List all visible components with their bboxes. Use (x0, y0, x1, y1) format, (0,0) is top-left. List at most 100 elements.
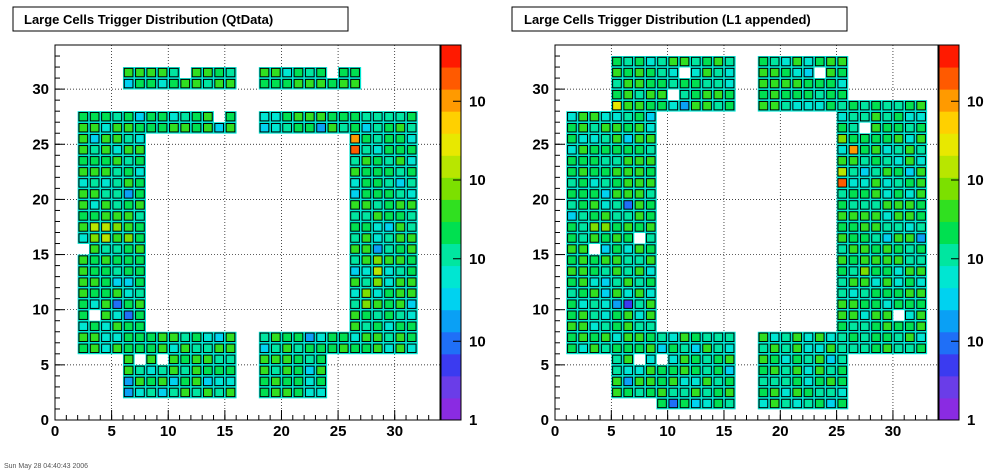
heatmap-cell (634, 310, 645, 320)
heatmap-cell (123, 255, 134, 265)
heatmap-cell (916, 321, 926, 331)
heatmap-cell (871, 244, 881, 254)
heatmap-cell (112, 233, 123, 243)
heatmap-cell (214, 354, 225, 365)
heatmap-cell (567, 343, 577, 354)
heatmap-cell (78, 167, 89, 177)
heatmap-cell (123, 134, 134, 144)
heatmap-cell (758, 56, 769, 67)
heatmap-cell (567, 288, 577, 298)
heatmap-cell (623, 200, 634, 210)
heatmap-cell (781, 89, 791, 100)
color-scale-band (441, 243, 461, 267)
heatmap-cell (657, 100, 667, 111)
heatmap-cell (567, 178, 577, 188)
color-scale-band (939, 397, 959, 421)
color-scale-band (939, 243, 959, 267)
heatmap-cell (304, 78, 315, 89)
heatmap-cell (645, 200, 656, 210)
heatmap-cell (645, 266, 656, 276)
z-tick-label: 10 (469, 172, 486, 189)
heatmap-cell (848, 156, 859, 166)
heatmap-cell (578, 111, 588, 122)
heatmap-cell (406, 244, 417, 254)
color-scale-band (441, 89, 461, 112)
heatmap-cell (384, 189, 394, 199)
heatmap-cell (612, 354, 622, 365)
heatmap-cell (78, 156, 89, 166)
heatmap-cell (634, 343, 645, 354)
heatmap-cell (157, 387, 168, 398)
heatmap-cell (135, 277, 145, 287)
heatmap-cell (792, 398, 803, 409)
y-tick-label: 25 (32, 136, 49, 153)
z-tick-label: 1 (469, 412, 477, 429)
heatmap-cell (612, 211, 622, 221)
heatmap-cell (769, 354, 780, 365)
heatmap-cell (350, 167, 360, 177)
heatmap-cell (871, 167, 881, 177)
heatmap-cell (384, 321, 394, 331)
heatmap-cell (112, 111, 123, 122)
heatmap-cell (316, 343, 326, 354)
heatmap-cell (406, 299, 417, 309)
heatmap-cell (78, 200, 89, 210)
heatmap-cell (135, 376, 145, 387)
heatmap-cell (270, 78, 281, 89)
heatmap-cell (837, 100, 848, 111)
heatmap-cell (916, 189, 926, 199)
heatmap-cell (668, 354, 679, 365)
heatmap-cell (837, 365, 848, 376)
heatmap-cell (623, 111, 634, 122)
heatmap-cell (837, 189, 848, 199)
heatmap-cell (916, 266, 926, 276)
color-scale-band (441, 287, 461, 311)
heatmap-cell (293, 376, 304, 387)
heatmap-cell (769, 387, 780, 398)
heatmap-cell (871, 233, 881, 243)
heatmap-cell (848, 288, 859, 298)
heatmap-cell (848, 200, 859, 210)
heatmap-cell (837, 299, 848, 309)
heatmap-cell (679, 387, 690, 398)
heatmap-cell (361, 134, 372, 144)
heatmap-cell (871, 178, 881, 188)
heatmap-cell (645, 376, 656, 387)
heatmap-cell (893, 211, 904, 221)
heatmap-cell (837, 111, 848, 122)
heatmap-cell (803, 67, 814, 78)
heatmap-cell (612, 310, 622, 320)
heatmap-cell (589, 189, 600, 199)
heatmap-cell (690, 78, 701, 89)
heatmap-cell (882, 310, 893, 320)
heatmap-cell (600, 189, 611, 199)
heatmap-cell (123, 67, 134, 78)
heatmap-cell (916, 211, 926, 221)
heatmap-cell (859, 211, 870, 221)
color-scale-band (939, 309, 959, 333)
heatmap-cell (101, 255, 111, 265)
heatmap-cell (634, 211, 645, 221)
heatmap-cell (690, 332, 701, 342)
heatmap-cell (916, 156, 926, 166)
heatmap-cell (169, 365, 179, 376)
heatmap-cell (781, 78, 791, 89)
heatmap-cell (589, 321, 600, 331)
heatmap-cell (679, 89, 690, 100)
heatmap-cell (916, 255, 926, 265)
heatmap-cell (578, 189, 588, 199)
heatmap-cell (859, 255, 870, 265)
heatmap-cell (89, 343, 100, 354)
heatmap-cell (406, 255, 417, 265)
heatmap-cell (893, 277, 904, 287)
heatmap-cell (112, 255, 123, 265)
chart-title-box-right (511, 6, 848, 32)
heatmap-cell (406, 211, 417, 221)
heatmap-cell (123, 156, 134, 166)
heatmap-cell (905, 178, 915, 188)
heatmap-cell (101, 222, 111, 232)
heatmap-cell (702, 56, 712, 67)
heatmap-cell (600, 266, 611, 276)
heatmap-cell (589, 299, 600, 309)
heatmap-cell (157, 111, 168, 122)
